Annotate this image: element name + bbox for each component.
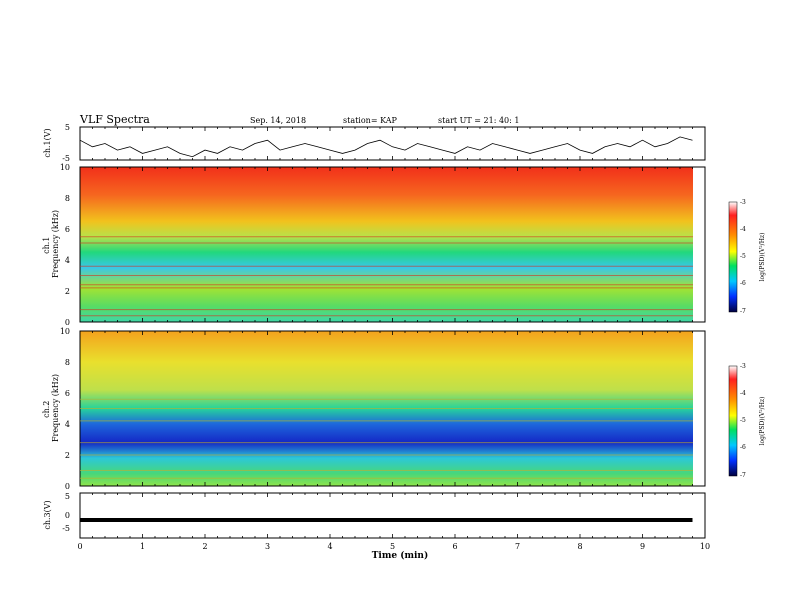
x-tick-label: 7 <box>515 542 520 551</box>
ch1-cbar-tick-4: -4 <box>740 226 746 233</box>
ch2-cbar-tick-7: -7 <box>740 472 746 479</box>
ch2-ytick-8: 8 <box>65 358 70 367</box>
ch1-freq-ylabel: ch.1 Frequency (kHz) <box>42 210 60 278</box>
x-tick-label: 6 <box>452 542 457 551</box>
ch1-ytick-10: 10 <box>60 163 70 172</box>
panel-ch1-spectrogram: 0 2 4 6 8 10 ch.1 Frequency (kHz) -3 -4 … <box>42 163 766 327</box>
figure-station: station= KAP <box>343 116 398 125</box>
panel-ch2-spectrogram: 0 2 4 6 8 10 ch.2 Frequency (kHz) -3 -4 … <box>42 327 766 491</box>
figure-title: VLF Spectra <box>79 113 150 126</box>
ch2-freq-yticks: 0 2 4 6 8 10 <box>60 327 70 491</box>
ch3-ytick-mid: 0 <box>65 511 70 520</box>
x-tick-label: 3 <box>265 542 270 551</box>
ch2-ylabel-line2: Frequency (kHz) <box>51 374 60 442</box>
panel-ch1-voltage: 5 -5 ch.1(V) <box>43 123 706 163</box>
ch1-voltage-frame <box>79 126 706 161</box>
ch2-ytick-2: 2 <box>65 451 70 460</box>
ch2-ytick-4: 4 <box>65 420 70 429</box>
ch2-colorbar-label: log(PSD)(V²/Hz) <box>759 397 766 446</box>
ch1-voltage-ylabel: ch.1(V) <box>43 128 52 157</box>
ch2-ytick-10: 10 <box>60 327 70 336</box>
ch2-cbar-tick-5: -5 <box>740 417 746 424</box>
x-tick-label: 9 <box>640 542 645 551</box>
ch2-spectral-lines <box>80 398 693 479</box>
ch1-ylabel-line2: Frequency (kHz) <box>51 210 60 278</box>
ch2-colorbar-ticks: -3 -4 -5 -6 -7 <box>740 363 746 479</box>
ch1-spectrogram-image <box>80 167 693 322</box>
ch1-ytick-6: 6 <box>65 225 70 234</box>
time-axis-tick-labels: 0 1 2 3 4 5 6 7 8 9 10 <box>77 542 710 551</box>
ch2-cbar-tick-3: -3 <box>740 363 746 370</box>
ch3-ytick-bottom: -5 <box>62 524 70 533</box>
ch1-cbar-tick-5: -5 <box>740 253 746 260</box>
ch1-colorbar-ticks: -3 -4 -5 -6 -7 <box>740 199 746 315</box>
ch3-ytick-top: 5 <box>65 492 70 501</box>
ch3-voltage-frame <box>79 492 706 539</box>
ch1-ytick-2: 2 <box>65 287 70 296</box>
ch2-colorbar <box>728 365 738 477</box>
time-axis-label: Time (min) <box>372 550 429 561</box>
ch1-ytick-4: 4 <box>65 256 70 265</box>
ch2-freq-ylabel: ch.2 Frequency (kHz) <box>42 374 60 442</box>
ch1-ytick-bottom: -5 <box>62 154 70 163</box>
ch1-ytick-0: 0 <box>65 318 70 327</box>
ch1-colorbar-label: log(PSD)(V²/Hz) <box>759 233 766 282</box>
figure-date: Sep. 14, 2018 <box>250 116 306 125</box>
ch1-cbar-tick-6: -6 <box>740 280 746 287</box>
ch2-cbar-tick-6: -6 <box>740 444 746 451</box>
time-axis-ticks <box>79 127 706 538</box>
x-tick-label: 5 <box>390 542 395 551</box>
x-tick-label: 2 <box>202 542 207 551</box>
ch2-ytick-6: 6 <box>65 389 70 398</box>
panel-ch3-voltage: 5 0 -5 ch.3(V) <box>43 492 706 539</box>
ch2-ytick-0: 0 <box>65 482 70 491</box>
x-tick-label: 8 <box>577 542 582 551</box>
x-tick-label: 0 <box>77 542 82 551</box>
ch1-freq-yticks: 0 2 4 6 8 10 <box>60 163 70 327</box>
ch3-voltage-ylabel: ch.3(V) <box>43 500 52 529</box>
x-tick-label: 4 <box>327 542 332 551</box>
ch2-cbar-tick-4: -4 <box>740 390 746 397</box>
ch1-voltage-trace <box>79 136 693 158</box>
ch1-ytick-top: 5 <box>65 123 70 132</box>
x-tick-label: 10 <box>700 542 710 551</box>
ch1-cbar-tick-3: -3 <box>740 199 746 206</box>
ch1-ylabel-line1: ch.1 <box>42 237 51 254</box>
ch1-cbar-tick-7: -7 <box>740 308 746 315</box>
x-tick-label: 1 <box>140 542 145 551</box>
ch1-spectral-lines <box>80 236 693 317</box>
ch2-ylabel-line1: ch.2 <box>42 401 51 418</box>
figure-start-time: start UT = 21: 40: 1 <box>438 116 519 125</box>
ch1-ytick-8: 8 <box>65 194 70 203</box>
ch1-colorbar <box>728 201 738 313</box>
